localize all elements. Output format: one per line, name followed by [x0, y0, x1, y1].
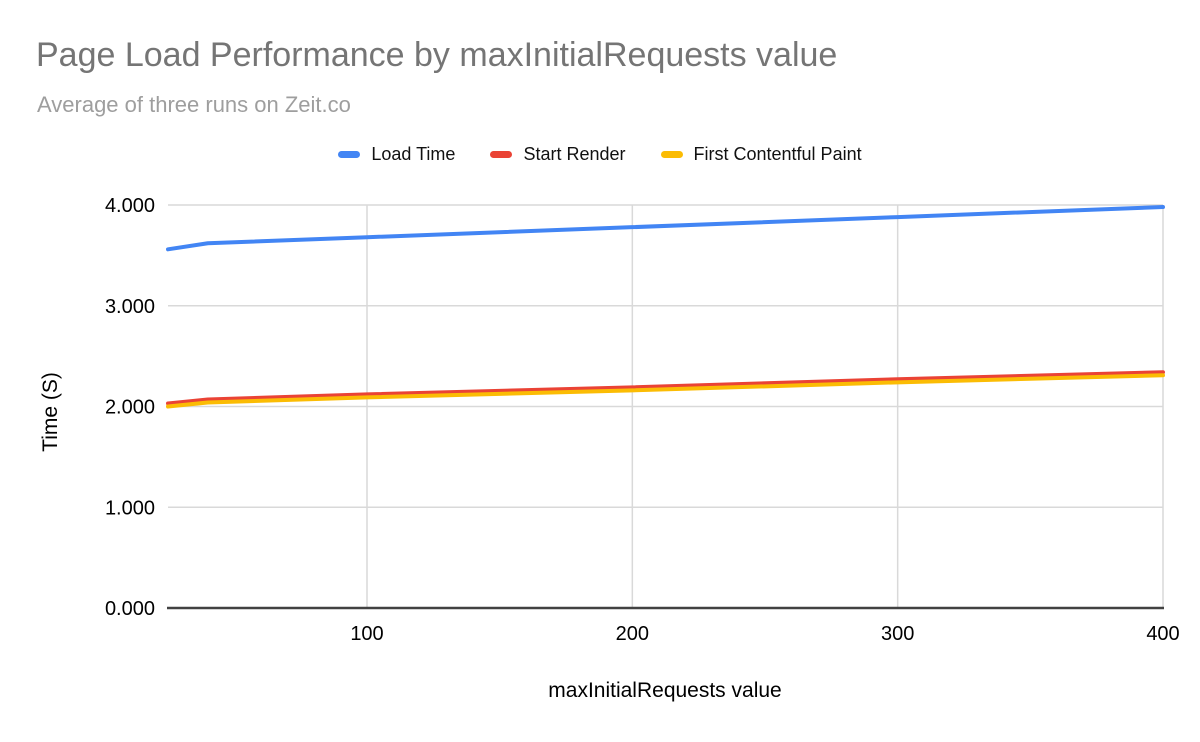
legend-item-load-time: Load Time	[338, 144, 455, 165]
x-axis-title: maxInitialRequests value	[548, 679, 782, 702]
legend-swatch-start-render	[490, 151, 513, 158]
chart-title: Page Load Performance by maxInitialReque…	[36, 36, 838, 74]
x-tick-label: 400	[1146, 623, 1179, 645]
y-tick-label: 1.000	[105, 497, 155, 519]
series-line-first-contentful-paint	[166, 373, 1165, 409]
legend-swatch-first-contentful-paint	[660, 151, 683, 158]
series-line-load-time	[166, 205, 1165, 252]
x-tick-label: 200	[616, 623, 649, 645]
y-tick-label: 0.000	[105, 598, 155, 620]
series-line-start-render	[166, 370, 1165, 406]
y-axis-title: Time (S)	[39, 372, 62, 452]
legend-item-first-contentful-paint: First Contentful Paint	[660, 144, 862, 165]
legend-swatch-load-time	[338, 151, 361, 158]
legend-item-start-render: Start Render	[490, 144, 626, 165]
legend-label-first-contentful-paint: First Contentful Paint	[693, 144, 862, 164]
y-tick-label: 3.000	[105, 296, 155, 318]
x-tick-label: 300	[881, 623, 914, 645]
y-tick-label: 2.000	[105, 397, 155, 419]
legend: Load Time Start Render First Contentful …	[0, 144, 1200, 165]
x-tick-label: 100	[350, 623, 383, 645]
chart-subtitle: Average of three runs on Zeit.co	[37, 92, 351, 117]
legend-label-load-time: Load Time	[371, 144, 456, 164]
legend-label-start-render: Start Render	[523, 144, 626, 164]
y-tick-label: 4.000	[105, 195, 155, 217]
